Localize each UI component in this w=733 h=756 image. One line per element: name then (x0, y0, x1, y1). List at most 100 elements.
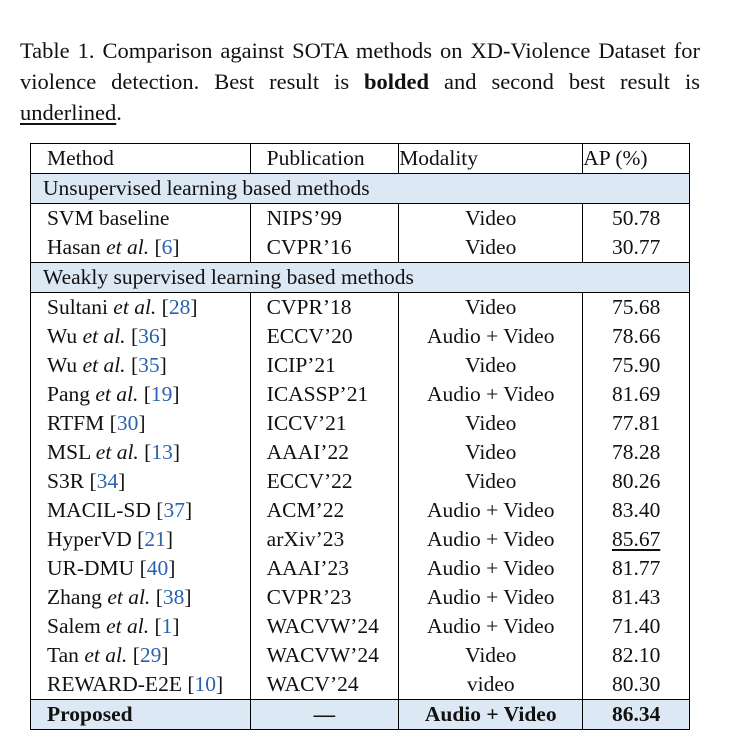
method-name: SVM baseline (47, 206, 170, 230)
citation-link[interactable]: 28 (168, 295, 191, 319)
method-etal: et al. (106, 614, 150, 638)
cell-modality: Video (398, 292, 584, 322)
proposed-row: Proposed — Audio + Video 86.34 (30, 699, 690, 730)
cell-modality: Video (398, 467, 584, 496)
cell-ap: 80.26 (582, 467, 690, 496)
cell-modality: Audio + Video (398, 612, 584, 641)
citation-link[interactable]: 29 (139, 643, 162, 667)
method-name: S3R (47, 469, 85, 493)
caption-text-2: and second best result is (429, 69, 700, 94)
cell-ap: 81.77 (582, 554, 690, 583)
method-name: MACIL-SD (47, 498, 151, 522)
table-row: SVM baseline NIPS’99 Video 50.78 (30, 203, 690, 233)
cell-ap: 50.78 (582, 203, 690, 233)
method-etal: et al. (82, 324, 126, 348)
cell-publication: AAAI’22 (249, 438, 400, 467)
cell-method: Wu et al. [35] (30, 351, 251, 380)
cell-modality: Audio + Video (398, 583, 584, 612)
method-name: UR-DMU (47, 556, 135, 580)
header-row: Method Publication Modality AP (%) (30, 143, 690, 174)
ap-value: 71.40 (611, 614, 661, 638)
table-row: Sultani et al. [28] CVPR’18 Video 75.68 (30, 292, 690, 322)
method-etal: et al. (95, 440, 139, 464)
method-etal: et al. (84, 643, 128, 667)
method-etal: et al. (106, 235, 150, 259)
method-name: Wu (47, 324, 83, 348)
group-header-unsupervised: Unsupervised learning based methods (30, 173, 690, 204)
citation-link[interactable]: 19 (150, 382, 173, 406)
group-label: Weakly supervised learning based methods (30, 262, 690, 293)
method-name: REWARD-E2E (47, 672, 182, 696)
method-name: HyperVD (47, 527, 132, 551)
citation-link[interactable]: 38 (162, 585, 185, 609)
citation-link[interactable]: 35 (138, 353, 160, 377)
table-row: S3R [34] ECCV’22 Video 80.26 (30, 467, 690, 496)
cell-method: Pang et al. [19] (30, 380, 251, 409)
cell-method: Hasan et al. [6] (30, 233, 251, 263)
table-row: Zhang et al. [38] CVPR’23 Audio + Video 81.… (30, 583, 690, 612)
table-row: RTFM [30] ICCV’21 Video 77.81 (30, 409, 690, 438)
method-name: RTFM (47, 411, 105, 435)
cell-modality: Video (398, 203, 584, 233)
header-ap: AP (%) (582, 143, 690, 174)
cell-publication: NIPS’99 (249, 203, 400, 233)
cell-ap: 78.66 (582, 322, 690, 351)
header-modality: Modality (398, 143, 584, 174)
cell-method: Tan et al. [29] (30, 641, 251, 670)
citation-link[interactable]: 1 (161, 614, 173, 638)
caption-underline-word: underlined (20, 100, 117, 125)
cell-method: MACIL-SD [37] (30, 496, 251, 525)
cell-publication: ECCV’20 (249, 322, 400, 351)
cell-ap: 86.34 (582, 699, 690, 730)
cell-modality: Audio + Video (398, 525, 584, 554)
citation-link[interactable]: 40 (146, 556, 169, 580)
ap-value: 80.30 (611, 672, 661, 696)
citation-link[interactable]: 30 (116, 411, 139, 435)
ap-value: 78.28 (611, 440, 661, 464)
group-header-weakly: Weakly supervised learning based methods (30, 262, 690, 293)
cell-modality: Audio + Video (398, 554, 584, 583)
group-label: Unsupervised learning based methods (30, 173, 690, 204)
cell-method: Zhang et al. [38] (30, 583, 251, 612)
table-row: MSL et al. [13] AAAI’22 Video 78.28 (30, 438, 690, 467)
citation-link[interactable]: 36 (138, 324, 160, 348)
cell-ap: 81.43 (582, 583, 690, 612)
table-row: MACIL-SD [37] ACM’22 Audio + Video 83.40 (30, 496, 690, 525)
citation-link[interactable]: 13 (151, 440, 173, 464)
ap-value: 75.68 (611, 295, 661, 319)
cell-ap: 78.28 (582, 438, 690, 467)
cell-method: SVM baseline (30, 203, 251, 233)
cell-ap: 83.40 (582, 496, 690, 525)
method-name: Wu (47, 353, 83, 377)
cell-method: HyperVD [21] (30, 525, 251, 554)
table-row: Wu et al. [35] ICIP’21 Video 75.90 (30, 351, 690, 380)
citation-link[interactable]: 21 (144, 527, 166, 551)
cell-modality: Audio + Video (398, 322, 584, 351)
cell-method: UR-DMU [40] (30, 554, 251, 583)
cell-method: S3R [34] (30, 467, 251, 496)
ap-value: 81.43 (611, 585, 661, 609)
table-row: Pang et al. [19] ICASSP’21 Audio + Video 81… (30, 380, 690, 409)
ap-value: 78.66 (611, 324, 661, 348)
cell-method: Wu et al. [36] (30, 322, 251, 351)
citation-link[interactable]: 10 (194, 672, 217, 696)
cell-ap: 81.69 (582, 380, 690, 409)
method-etal: et al. (95, 382, 139, 406)
results-table: Method Publication Modality AP (%) Unsup… (30, 143, 690, 730)
method-name: Salem (47, 614, 107, 638)
ap-value: 50.78 (611, 206, 661, 230)
cell-ap: 71.40 (582, 612, 690, 641)
cell-ap: 75.68 (582, 292, 690, 322)
cell-method: Salem et al. [1] (30, 612, 251, 641)
ap-value: 80.26 (611, 469, 661, 493)
method-name: Tan (47, 643, 85, 667)
citation-link[interactable]: 34 (96, 469, 119, 493)
citation-link[interactable]: 37 (163, 498, 185, 522)
cell-method: MSL et al. [13] (30, 438, 251, 467)
cell-modality: Video (398, 409, 584, 438)
cell-publication: ICCV’21 (249, 409, 400, 438)
cell-publication: ICASSP’21 (249, 380, 400, 409)
cell-modality: Video (398, 641, 584, 670)
cell-modality: Audio + Video (398, 699, 584, 730)
citation-link[interactable]: 6 (161, 235, 173, 259)
